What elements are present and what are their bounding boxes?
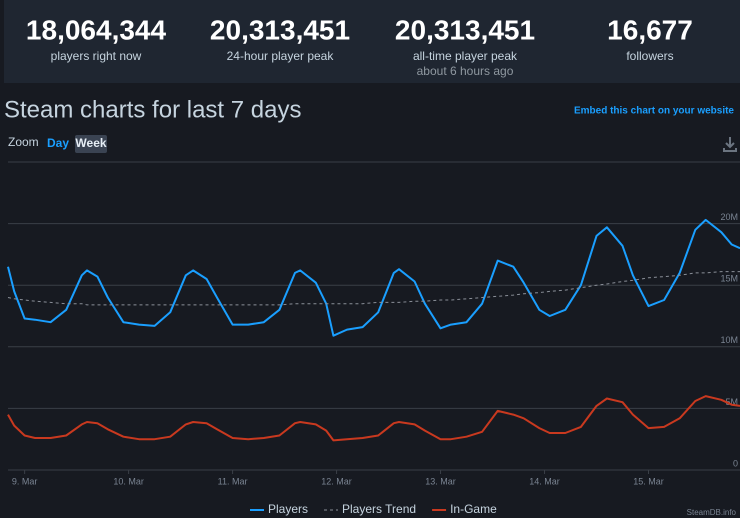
- legend-label: Players Trend: [342, 502, 416, 516]
- zoom-label: Zoom: [8, 135, 39, 149]
- y-tick-label: 10M: [720, 335, 738, 345]
- legend-label: In-Game: [450, 502, 497, 516]
- credit: SteamDB.info: [687, 508, 737, 517]
- x-tick-label: 10. Mar: [113, 476, 144, 486]
- series-line: [7, 395, 740, 442]
- zoom-day[interactable]: Day: [47, 136, 69, 150]
- stat-label: 24-hour player peak: [227, 49, 335, 63]
- stat-label: followers: [626, 49, 673, 63]
- download-icon[interactable]: [723, 137, 737, 152]
- legend-item[interactable]: Players: [250, 502, 308, 516]
- embed-link[interactable]: Embed this chart on your website: [574, 106, 734, 117]
- stat-value: 20,313,451: [395, 14, 535, 45]
- download-tray[interactable]: [723, 148, 737, 152]
- heading: Steam charts for last 7 days: [4, 96, 301, 123]
- y-tick-label: 0: [733, 458, 738, 468]
- stat-label: all-time player peak: [413, 49, 518, 63]
- legend: Players Players Trend In-Game: [250, 502, 497, 516]
- zoom-week[interactable]: Week: [75, 136, 106, 150]
- stat-value: 18,064,344: [26, 14, 167, 45]
- stats-panel: [4, 0, 740, 83]
- x-tick-label: 15. Mar: [633, 476, 664, 486]
- stat-note: about 6 hours ago: [417, 64, 514, 78]
- x-tick-label: 11. Mar: [218, 476, 248, 486]
- series-line: [7, 218, 740, 337]
- y-tick-label: 5M: [725, 397, 738, 407]
- legend-item[interactable]: Players Trend: [324, 502, 416, 516]
- x-tick-label: 9. Mar: [12, 476, 38, 486]
- zoom-week-button[interactable]: [75, 135, 107, 153]
- x-tick-label: 14. Mar: [529, 476, 560, 486]
- download-arrow[interactable]: [725, 137, 735, 149]
- legend-item[interactable]: In-Game: [432, 502, 497, 516]
- stat-label: players right now: [51, 49, 142, 63]
- legend-label: Players: [268, 502, 308, 516]
- stat-value: 16,677: [607, 14, 693, 45]
- y-tick-label: 20M: [720, 212, 738, 222]
- y-tick-label: 15M: [720, 274, 738, 284]
- x-tick-label: 13. Mar: [425, 476, 456, 486]
- x-tick-label: 12. Mar: [321, 476, 352, 486]
- series-line: [7, 271, 740, 306]
- stat-value: 20,313,451: [210, 14, 350, 45]
